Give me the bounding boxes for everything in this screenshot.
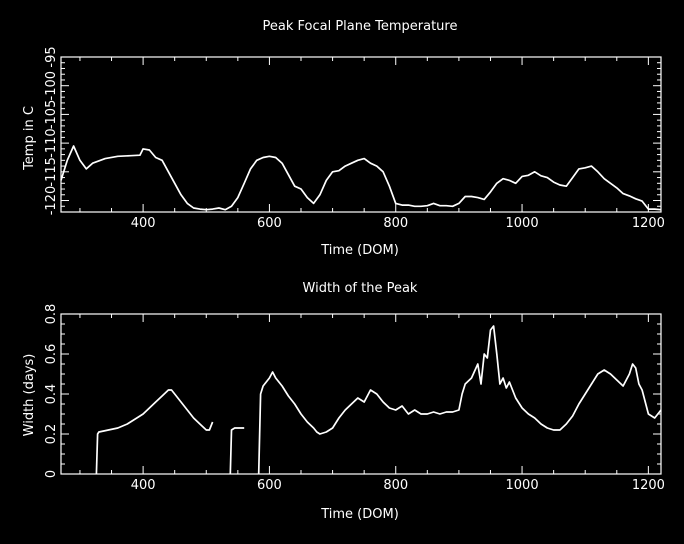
top-chart-data-line: [60, 145, 662, 211]
top-chart-y-tick-label: -115: [44, 157, 59, 187]
top-chart-plot-area: 400 600 800 1000 1200 -120-115-110-105-100 -95: [44, 46, 665, 231]
bottom-chart-data-line: [257, 325, 662, 475]
bottom-chart-x-tick-label: 600: [257, 478, 282, 493]
bottom-chart-plot-area: 400 600 800 1000 1200 0 0.2 0.4 0.6 0.8: [44, 304, 665, 493]
top-chart-frame: [60, 56, 662, 213]
top-chart-x-tick-label: 400: [131, 216, 156, 231]
bottom-chart-x-tick-label: 1000: [506, 478, 539, 493]
top-chart-y-tick-label: -110: [44, 128, 59, 158]
top-chart-y-tick-label: -120: [44, 186, 59, 216]
bottom-chart-x-tick-label: 400: [131, 478, 156, 493]
bottom-chart-data-line: [95, 389, 214, 475]
bottom-chart-y-tick-label: 0.6: [44, 344, 59, 365]
bottom-chart-x-tick-label: 1200: [632, 478, 665, 493]
bottom-chart-data-line: [229, 427, 245, 475]
bottom-chart-title: Width of the Peak: [303, 281, 418, 296]
top-chart-y-tick-label: -105: [44, 100, 59, 130]
top-chart-xlabel: Time (DOM): [320, 243, 399, 258]
top-chart-y-tick-label: -95: [44, 46, 59, 67]
bottom-chart-xlabel: Time (DOM): [320, 507, 399, 522]
top-chart-title: Peak Focal Plane Temperature: [263, 19, 458, 34]
bottom-chart-y-tick-label: 0: [44, 470, 59, 478]
bottom-chart-y-tick-label: 0.4: [44, 384, 59, 405]
bottom-chart-y-tick-label: 0.8: [44, 304, 59, 325]
top-chart-x-tick-label: 1000: [506, 216, 539, 231]
bottom-chart-x-tick-label: 800: [383, 478, 408, 493]
top-chart-ylabel: Temp in C: [22, 106, 37, 171]
bottom-chart-y-tick-label: 0.2: [44, 424, 59, 445]
top-chart-x-tick-label: 1200: [632, 216, 665, 231]
bottom-chart-frame: [60, 313, 662, 475]
top-chart-x-tick-label: 800: [383, 216, 408, 231]
top-chart-y-tick-label: -100: [44, 71, 59, 101]
bottom-chart-ylabel: Width (days): [22, 354, 37, 437]
top-chart-x-tick-label: 600: [257, 216, 282, 231]
